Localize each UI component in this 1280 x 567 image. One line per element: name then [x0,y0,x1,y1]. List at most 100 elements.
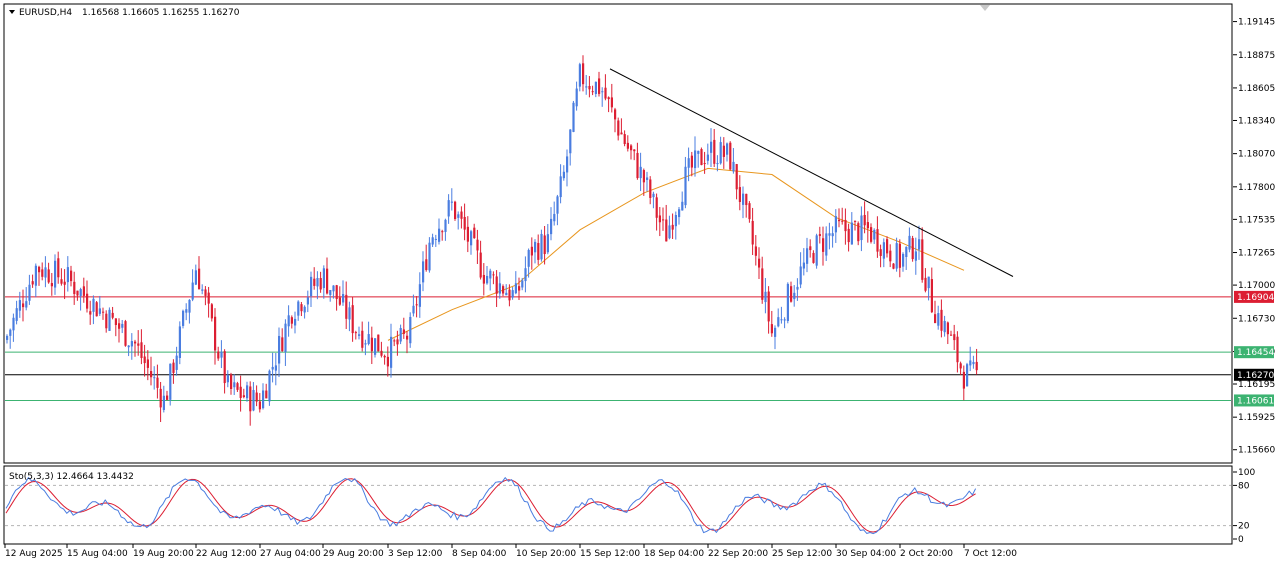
candle-body[interactable] [482,274,485,284]
candle-body[interactable] [454,201,457,220]
candle-body[interactable] [601,91,604,93]
candle-body[interactable] [6,335,9,340]
candle-body[interactable] [383,355,386,358]
candle-body[interactable] [188,299,191,313]
candle-body[interactable] [150,371,153,378]
candle-body[interactable] [434,238,437,240]
candle-body[interactable] [175,355,178,370]
candle-body[interactable] [153,377,156,379]
candle-body[interactable] [303,306,306,313]
candle-body[interactable] [34,265,37,286]
candle-body[interactable] [633,149,636,152]
candle-body[interactable] [751,220,754,245]
candle-body[interactable] [230,374,233,390]
candle-body[interactable] [582,63,585,85]
candle-body[interactable] [521,280,524,288]
candle-body[interactable] [588,85,591,90]
candle-body[interactable] [847,228,850,243]
candle-body[interactable] [575,88,578,107]
candle-body[interactable] [146,359,149,368]
candle-body[interactable] [566,156,569,173]
candle-body[interactable] [780,319,783,321]
candle-body[interactable] [409,316,412,344]
candle-body[interactable] [764,291,767,303]
candle-body[interactable] [393,340,396,342]
candle-body[interactable] [294,318,297,326]
candle-body[interactable] [898,243,901,268]
candle-body[interactable] [38,266,41,273]
candle-body[interactable] [281,337,284,352]
candle-body[interactable] [617,120,620,136]
candle-body[interactable] [265,390,268,399]
candle-body[interactable] [15,308,18,321]
candle-body[interactable] [569,129,572,154]
candle-body[interactable] [918,239,921,250]
candle-body[interactable] [124,321,127,346]
candle-body[interactable] [940,309,943,331]
candle-body[interactable] [207,292,210,304]
candle-body[interactable] [722,145,725,157]
candle-body[interactable] [732,161,735,172]
candle-body[interactable] [626,142,629,149]
candle-body[interactable] [31,281,34,285]
candle-body[interactable] [220,351,223,358]
candle-body[interactable] [761,268,764,300]
candle-body[interactable] [841,220,844,222]
candle-body[interactable] [713,139,716,164]
candle-body[interactable] [975,361,978,371]
candle-body[interactable] [895,243,898,269]
candle-body[interactable] [790,286,793,302]
candle-body[interactable] [652,193,655,198]
candle-body[interactable] [825,233,828,256]
candle-body[interactable] [537,243,540,260]
candle-body[interactable] [844,219,847,232]
candle-body[interactable] [377,334,380,352]
trendline[interactable] [609,68,1014,277]
candle-body[interactable] [134,341,137,344]
candle-body[interactable] [274,365,277,371]
candle-body[interactable] [710,141,713,153]
candle-body[interactable] [329,289,332,296]
candle-body[interactable] [774,327,777,337]
candle-body[interactable] [623,134,626,145]
candle-body[interactable] [607,97,610,100]
candle-body[interactable] [668,225,671,239]
candle-body[interactable] [98,308,101,314]
candle-body[interactable] [860,215,863,241]
candle-body[interactable] [287,315,290,327]
candle-body[interactable] [233,382,236,388]
candle-body[interactable] [358,334,361,336]
candle-body[interactable] [793,292,796,300]
candle-body[interactable] [249,386,252,412]
candle-body[interactable] [505,292,508,296]
candle-body[interactable] [553,213,556,222]
candle-body[interactable] [278,335,281,364]
candle-body[interactable] [319,278,322,290]
candle-body[interactable] [543,235,546,255]
candle-body[interactable] [159,388,162,408]
candle-body[interactable] [559,176,562,198]
candle-body[interactable] [114,318,117,326]
candle-body[interactable] [518,286,521,291]
candle-body[interactable] [89,311,92,315]
candle-body[interactable] [492,274,495,276]
candle-body[interactable] [57,258,60,278]
candle-body[interactable] [498,283,501,294]
candle-body[interactable] [313,278,316,286]
candle-body[interactable] [735,164,738,190]
candle-body[interactable] [530,246,533,256]
candle-body[interactable] [316,277,319,287]
candle-body[interactable] [258,401,261,410]
candle-body[interactable] [204,289,207,296]
candle-body[interactable] [700,149,703,166]
candle-body[interactable] [959,363,962,369]
candle-body[interactable] [527,249,530,267]
candle-body[interactable] [838,219,841,222]
candle-body[interactable] [684,166,687,206]
candle-body[interactable] [364,343,367,345]
candle-body[interactable] [70,270,73,282]
candle-body[interactable] [585,86,588,88]
candle-body[interactable] [22,303,25,308]
candle-body[interactable] [703,163,706,165]
candle-body[interactable] [332,285,335,292]
